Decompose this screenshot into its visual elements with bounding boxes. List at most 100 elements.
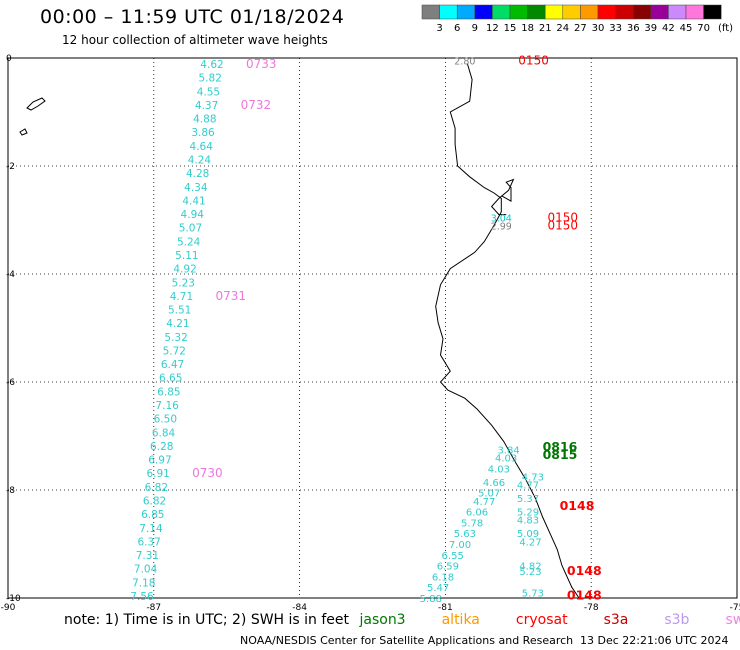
swath-west-value: 6.82 <box>145 482 168 494</box>
credit-text: NOAA/NESDIS Center for Satellite Applica… <box>240 634 574 647</box>
mission-label-cryosat: cryosat <box>515 612 568 628</box>
south-point-value: 4.03 <box>488 464 510 475</box>
y-tick-label: -2 <box>6 162 15 172</box>
swath-west-value: 5.72 <box>163 345 186 357</box>
south-point-value: 4.03 <box>495 454 517 465</box>
legend-tick-label: 30 <box>592 23 605 34</box>
north-time-label: 0150 <box>518 54 549 68</box>
swath-west-value: 5.82 <box>199 73 222 85</box>
south-point-value: 6.18 <box>432 572 454 583</box>
south-point-value: 5.07 <box>478 489 500 500</box>
swath-west-value: 6.50 <box>154 414 177 426</box>
swath-west-value: 5.51 <box>168 305 191 317</box>
mission-label-s3a: s3a <box>603 612 629 628</box>
swath-west-value: 4.21 <box>166 318 189 330</box>
swath-west-time: 0731 <box>215 289 246 303</box>
south-point-value: 4.27 <box>519 537 541 548</box>
swath-west-value: 7.18 <box>132 577 155 589</box>
swath-west-time: 0732 <box>241 98 272 112</box>
south-point-value: 7.00 <box>449 540 471 551</box>
south-point-value: 5.29 <box>517 508 539 519</box>
y-tick-label: -10 <box>6 594 21 604</box>
coastline <box>435 63 580 599</box>
south-point-value: 4.77 <box>473 497 495 508</box>
swath-west-value: 5.32 <box>164 332 187 344</box>
island-isabela <box>26 97 46 111</box>
south-point-value: 4.73 <box>522 473 544 484</box>
map-title: 00:00 – 11:59 UTC 01/18/2024 <box>40 6 345 28</box>
north-time-label: 0150 <box>547 218 578 232</box>
mission-label-altika: altika <box>441 612 480 628</box>
south-point-value: 6.06 <box>466 508 488 519</box>
swath-west-value: 6.28 <box>150 441 173 453</box>
swath-west-value: 5.23 <box>172 277 195 289</box>
swath-west-time: 0733 <box>246 57 277 71</box>
swath-west-value: 4.24 <box>188 154 212 166</box>
swath-west-value: 4.34 <box>184 182 208 194</box>
swath-west-value: 4.62 <box>200 59 223 71</box>
x-tick-label: -78 <box>584 603 599 613</box>
swath-west-value: 7.31 <box>136 550 159 562</box>
swath-west-value: 6.85 <box>157 386 180 398</box>
legend-tick-label: 9 <box>472 23 478 34</box>
swath-west-value: 6.47 <box>161 359 184 371</box>
x-tick-label: -75 <box>730 603 740 613</box>
swath-west-value: 6.37 <box>137 536 160 548</box>
swath-west-value: 6.82 <box>143 496 166 508</box>
swath-west-value: 4.94 <box>181 209 205 221</box>
x-tick-label: -87 <box>146 603 161 613</box>
x-tick-label: -90 <box>1 603 16 613</box>
south-point-value: 5.88 <box>420 594 442 605</box>
swath-west-value: 7.56 <box>130 591 154 603</box>
south-point-value: 5.78 <box>461 518 483 529</box>
notes-text: note: 1) Time is in UTC; 2) SWH is in fe… <box>64 612 350 628</box>
south-time-label: 0148 <box>560 498 595 513</box>
south-point-value: 4.83 <box>517 516 539 527</box>
y-tick-label: 0 <box>6 54 12 64</box>
south-point-value: 4.77 <box>517 481 539 492</box>
mission-label-swot: swot <box>725 612 740 628</box>
x-tick-label: -81 <box>438 603 453 613</box>
legend-tick-label: 21 <box>539 23 552 34</box>
y-tick-label: -6 <box>6 378 15 388</box>
south-time-label: 0815 <box>543 447 578 462</box>
south-point-value: 5.09 <box>517 529 539 540</box>
gulf-coastline <box>490 178 515 216</box>
legend-tick-label: 12 <box>486 23 499 34</box>
swath-west-value: 4.37 <box>195 100 218 112</box>
swath-west-value: 4.55 <box>197 86 220 98</box>
north-point-value: 3.04 <box>491 213 512 224</box>
notes-line: note: 1) Time is in UTC; 2) SWH is in fe… <box>64 612 740 628</box>
swath-west-value: 7.14 <box>139 523 163 535</box>
swath-west-value: 4.28 <box>186 168 209 180</box>
y-tick-label: -8 <box>6 486 15 496</box>
legend-unit: (ft) <box>718 23 733 34</box>
legend-tick-label: 70 <box>697 23 710 34</box>
swath-west-value: 4.41 <box>182 195 205 207</box>
mission-label-s3b: s3b <box>664 612 690 628</box>
north-point-value: 2.80 <box>454 57 475 68</box>
x-tick-label: -84 <box>292 603 307 613</box>
swath-west-value: 4.71 <box>170 291 193 303</box>
south-point-value: 4.66 <box>483 478 505 489</box>
legend-tick-label: 45 <box>680 23 693 34</box>
legend-tick-label: 39 <box>644 23 657 34</box>
north-time-label: 0150 <box>547 210 578 224</box>
y-tick-label: -4 <box>6 270 15 280</box>
legend-tick-label: 18 <box>521 23 534 34</box>
swath-west-value: 4.64 <box>190 141 214 153</box>
map-frame <box>7 57 738 599</box>
swath-west-value: 6.97 <box>148 455 171 467</box>
south-point-value: 5.37 <box>517 494 539 505</box>
legend-swatch <box>703 4 722 20</box>
swath-west-value: 4.88 <box>193 114 216 126</box>
island-small <box>19 128 28 136</box>
swath-west-value: 6.65 <box>159 373 182 385</box>
swath-west-value: 6.84 <box>152 427 176 439</box>
credit-date: 13 Dec 22:21:06 UTC 2024 <box>580 634 729 647</box>
mission-label-jason3: jason3 <box>359 612 406 628</box>
legend-tick-label: 36 <box>627 23 640 34</box>
swath-west-value: 7.04 <box>134 564 158 576</box>
south-point-value: 4.82 <box>519 562 541 573</box>
